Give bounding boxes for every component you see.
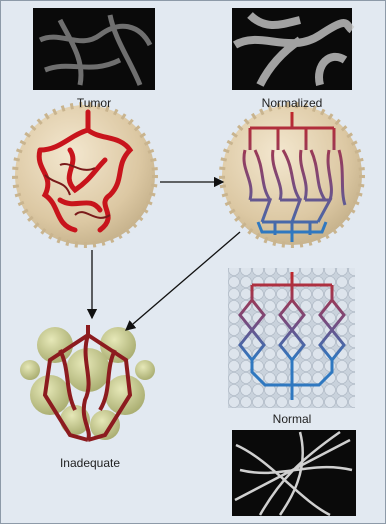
inadequate-vasculature <box>20 325 155 442</box>
normal-vasculature <box>228 268 355 408</box>
label: Normalized <box>262 96 323 110</box>
tumor-micrograph <box>33 8 155 90</box>
label: Normal <box>273 412 312 426</box>
normal-micrograph <box>232 430 356 517</box>
normalized-micrograph <box>232 8 355 90</box>
arrow <box>125 231 241 331</box>
label: Tumor <box>77 96 111 110</box>
tumor-vasculature <box>12 102 158 248</box>
label: Inadequate <box>60 456 120 470</box>
normalized-vasculature <box>219 102 365 248</box>
